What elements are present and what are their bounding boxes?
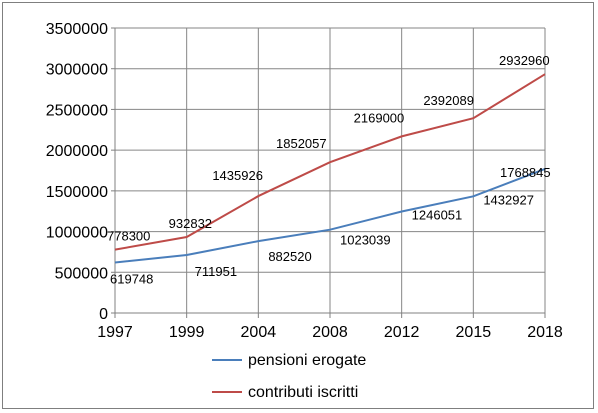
chart-frame xyxy=(2,2,594,409)
x-tick-label: 2004 xyxy=(241,324,277,341)
y-tick-label: 2500000 xyxy=(46,102,108,119)
y-tick-label: 500000 xyxy=(55,265,108,282)
y-tick-label: 3500000 xyxy=(46,21,108,38)
data-labels: 619748 711951 882520 1023039 1246051 1432927 1… xyxy=(107,53,551,286)
data-label: 1432927 xyxy=(483,192,534,207)
x-tick-label: 2015 xyxy=(456,324,492,341)
data-label: 1023039 xyxy=(340,233,391,248)
x-tick-label: 1997 xyxy=(97,324,133,341)
x-axis-ticks: 1997 1999 2004 2008 2012 2015 2018 xyxy=(97,313,563,341)
y-tick-label: 1000000 xyxy=(46,225,108,242)
data-label: 2392089 xyxy=(423,93,474,108)
gridlines xyxy=(115,27,546,313)
data-label: 1246051 xyxy=(412,208,463,223)
legend-label: pensioni erogate xyxy=(248,352,366,369)
x-tick-label: 2018 xyxy=(527,324,563,341)
data-label: 619748 xyxy=(110,272,153,287)
x-tick-label: 2008 xyxy=(312,324,348,341)
x-tick-label: 2012 xyxy=(384,324,420,341)
y-axis-ticks: 0 500000 1000000 1500000 2000000 2500000 30000… xyxy=(46,21,115,323)
data-label: 1768845 xyxy=(500,165,551,180)
series-lines xyxy=(114,73,546,264)
data-label: 2169000 xyxy=(354,110,405,125)
data-label: 711951 xyxy=(195,264,237,279)
data-label: 1435926 xyxy=(212,168,263,183)
y-tick-label: 2000000 xyxy=(46,143,108,160)
data-label: 882520 xyxy=(268,249,311,264)
x-tick-label: 1999 xyxy=(169,324,205,341)
data-label: 2932960 xyxy=(499,53,550,68)
series-line-2 xyxy=(114,73,546,251)
y-tick-label: 3000000 xyxy=(46,62,108,79)
data-label: 1852057 xyxy=(276,136,327,151)
series-line-1 xyxy=(114,168,546,264)
y-tick-label: 1500000 xyxy=(46,184,108,201)
data-label: 932832 xyxy=(169,216,212,231)
data-label: 778300 xyxy=(107,229,150,244)
legend: pensioni erogate contributi iscritti xyxy=(212,352,366,401)
legend-label: contributi iscritti xyxy=(248,384,358,401)
y-tick-label: 0 xyxy=(99,306,108,323)
